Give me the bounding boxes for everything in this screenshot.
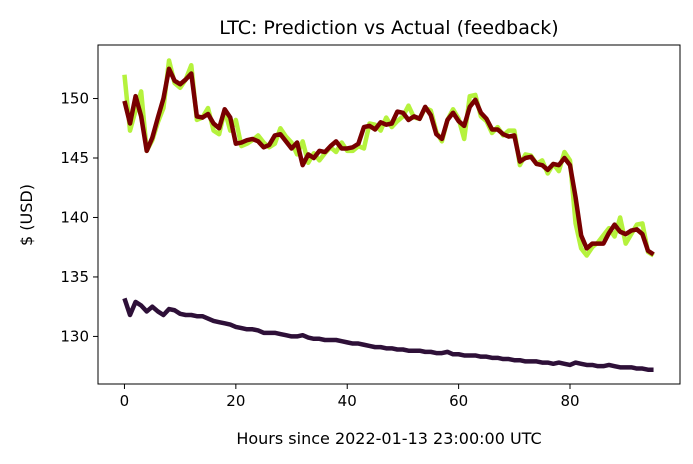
y-axis-ticks: 130 135 140 145 150	[60, 90, 98, 345]
series-layer	[122, 58, 655, 372]
x-axis-ticks: 0 20 40 60 80	[120, 384, 580, 410]
y-tick-label: 150	[60, 90, 89, 108]
x-axis-label: Hours since 2022-01-13 23:00:00 UTC	[236, 429, 541, 448]
x-tick-label: 0	[120, 392, 130, 410]
series-line-2	[122, 66, 655, 257]
x-tick-label: 20	[226, 392, 245, 410]
y-tick-label: 135	[60, 268, 89, 286]
plot-frame	[97, 44, 681, 385]
x-tick-label: 40	[338, 392, 357, 410]
chart-title: LTC: Prediction vs Actual (feedback)	[219, 17, 558, 39]
y-tick-label: 130	[60, 327, 89, 345]
y-tick-label: 145	[60, 149, 89, 167]
x-tick-label: 60	[449, 392, 468, 410]
x-tick-label: 80	[560, 392, 579, 410]
y-axis-label: $ (USD)	[17, 184, 36, 246]
series-line-3	[122, 297, 654, 372]
y-tick-label: 140	[60, 208, 89, 226]
